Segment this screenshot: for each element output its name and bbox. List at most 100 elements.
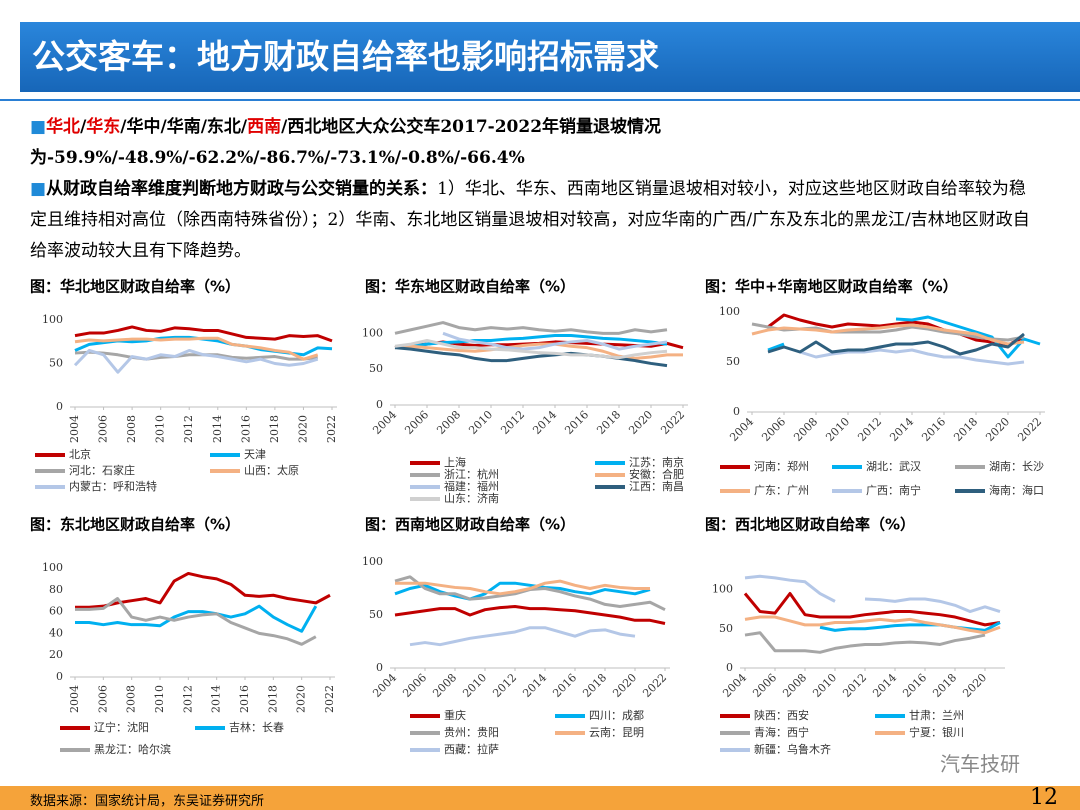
legend-label: 浙江：杭州 [444,467,499,481]
y-tick-label: 0 [376,661,383,674]
legend-label: 河北：石家庄 [69,463,135,477]
series-line [73,348,319,374]
legend-label: 河南：郑州 [754,459,809,473]
bullet-segment: /西北地区大众公交车2017-2022年销量退坡情况为-59.9%/-48.9%… [30,117,662,168]
series-line [74,325,333,343]
x-tick-label: 2020 [983,415,1012,444]
bullet-segment: / [80,117,87,137]
chart-title: 图：西北地区财政自给率（%） [705,516,915,534]
legend-label: 新疆：乌鲁木齐 [754,742,831,756]
y-tick-label: 50 [369,608,383,621]
series-line [767,332,1025,356]
y-tick-label: 100 [362,555,383,568]
bullet-text: 1）华北、华东、西南地区销量退坡相对较小，对应这些地区财政自给率较为稳定且维持相… [30,179,1030,261]
x-tick-label: 2012 [182,415,195,443]
x-tick-label: 2004 [68,685,81,713]
bullet-segment: /华中/华南/东北/ [120,117,248,137]
x-tick-label: 2016 [562,408,591,437]
y-tick-label: 60 [49,605,63,618]
series-line [819,621,1001,632]
legend-label: 海南：海口 [989,483,1044,497]
x-tick-label: 2020 [610,671,639,700]
chart-title: 图：华北地区财政自给率（%） [30,278,240,296]
chart-title: 图：东北地区财政自给率（%） [30,516,240,534]
x-tick-label: 2008 [791,415,820,444]
legend-label: 黑龙江：哈尔滨 [94,742,171,756]
series-line [394,605,666,625]
x-tick-label: 2008 [434,408,463,437]
y-tick-label: 100 [362,326,383,339]
x-tick-label: 2020 [296,415,309,443]
x-tick-label: 2022 [1015,415,1044,444]
x-tick-label: 2018 [594,408,623,437]
x-tick-label: 2010 [810,671,839,700]
legend-label: 贵州：贵阳 [444,726,499,739]
x-tick-label: 2014 [211,415,224,443]
x-tick-label: 2004 [370,408,399,437]
series-line [394,342,683,360]
chart-title: 图：西南地区财政自给率（%） [365,516,575,534]
x-tick-label: 2014 [210,685,223,713]
y-tick-label: 0 [56,400,63,413]
x-tick-label: 2016 [550,671,579,700]
legend-label: 西藏：拉萨 [444,742,499,756]
x-tick-label: 2004 [727,415,756,444]
footer-bar [0,786,1080,810]
source: 数据来源：国家统计局，东吴证券研究所 [30,794,265,809]
x-tick-label: 2016 [238,685,251,713]
series-line [751,323,1025,346]
legend-label: 江西：南昌 [629,480,684,493]
y-tick-label: 100 [712,583,733,596]
x-tick-label: 2018 [951,415,980,444]
bullets: 华北/华东/华中/华南/东北/西南/西北地区大众公交车2017-2022年销量退… [30,112,1040,267]
series-line [744,631,986,654]
x-tick-label: 2008 [125,685,138,713]
legend-label: 陕西：西安 [754,708,809,722]
x-tick-label: 2016 [900,671,929,700]
chart-title: 图：华中+华南地区财政自给率（%） [705,278,958,296]
x-tick-label: 2020 [295,685,308,713]
x-tick-label: 2014 [887,415,916,444]
legend-label: 甘肃：兰州 [909,709,964,722]
x-tick-label: 2012 [490,671,519,700]
series-line [767,313,1025,347]
y-tick-label: 0 [376,398,383,411]
y-tick-label: 0 [726,661,733,674]
bullet: 华北/华东/华中/华南/东北/西南/西北地区大众公交车2017-2022年销量退… [30,112,1040,174]
y-tick-label: 50 [49,357,63,370]
x-tick-label: 2012 [498,408,527,437]
legend-label: 山西：太原 [244,464,299,477]
x-tick-label: 2004 [68,415,81,443]
x-tick-label: 2022 [658,408,687,437]
legend-label: 上海 [444,455,466,469]
x-tick-label: 2022 [323,685,336,713]
series-line [394,339,668,360]
x-tick-label: 2006 [96,685,109,713]
x-tick-label: 2010 [154,415,167,443]
x-tick-label: 2014 [530,408,559,437]
legend-label: 北京 [69,447,91,461]
series-line [75,604,318,633]
legend-label: 广西：南宁 [866,483,921,497]
slide-title: 公交客车：地方财政自给率也影响招标需求 [20,22,1080,92]
x-tick-label: 2010 [460,671,489,700]
series-line [767,315,1041,359]
y-tick-label: 50 [719,622,733,635]
x-tick-label: 2018 [266,685,279,713]
y-tick-label: 50 [369,362,383,375]
watermark: 汽车技研 [940,752,1020,776]
x-tick-label: 2008 [780,671,809,700]
legend-label: 湖南：长沙 [989,460,1044,473]
y-tick-label: 40 [49,626,63,639]
series-line [75,597,317,646]
legend-label: 安徽：合肥 [629,467,684,481]
legend-label: 福建：福州 [444,479,499,493]
x-tick-label: 2020 [960,671,989,700]
bullet-segment: 华北 [46,117,81,137]
x-tick-label: 2006 [402,408,431,437]
legend-label: 宁夏：银川 [909,725,964,739]
x-tick-label: 2006 [750,671,779,700]
legend-label: 重庆 [444,708,466,722]
